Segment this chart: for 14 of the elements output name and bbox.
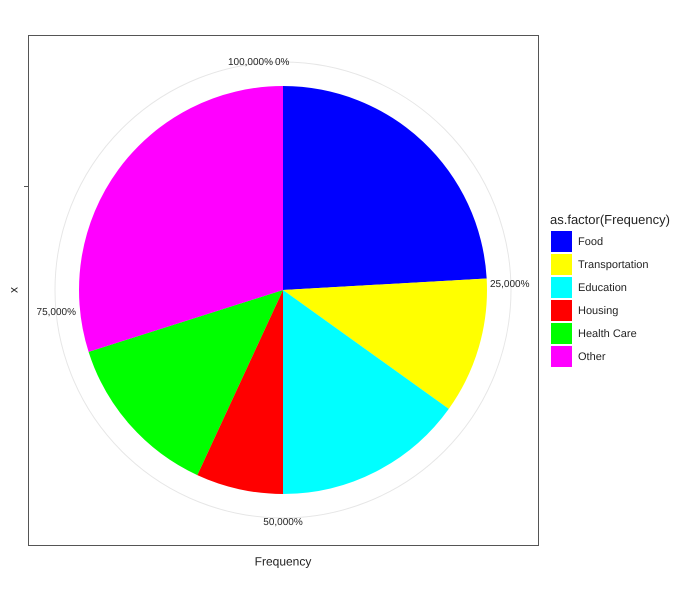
text: 25,000% — [490, 278, 530, 290]
text: 50,000% — [263, 516, 303, 528]
legend-label: Education — [578, 282, 627, 294]
text: 75,000% — [36, 306, 76, 318]
legend-title: as.factor(Frequency) — [550, 212, 670, 227]
text: 100,000% — [228, 56, 274, 68]
legend-label: Housing — [578, 304, 618, 316]
text: x — [6, 287, 20, 293]
text: 0% — [275, 56, 290, 68]
text: Frequency — [254, 554, 312, 568]
legend-label: Transportation — [578, 258, 649, 270]
legend-label: Other — [578, 350, 606, 362]
legend-label: Health Care — [578, 328, 637, 340]
legend-label: Food — [578, 236, 604, 248]
